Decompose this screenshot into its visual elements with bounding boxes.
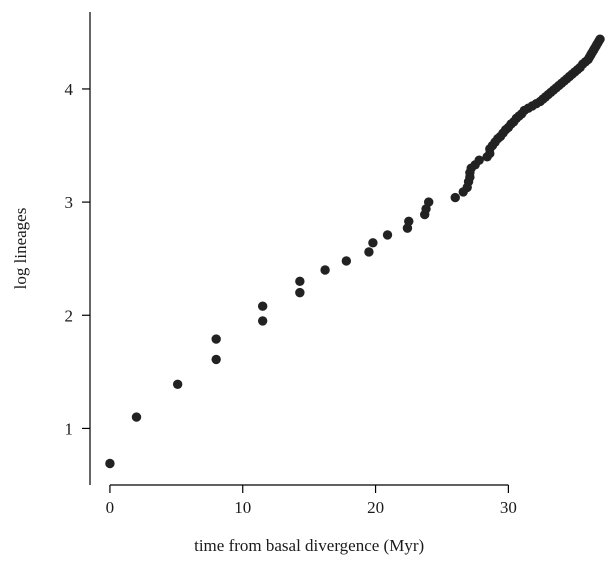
data-point — [423, 197, 434, 207]
data-point — [595, 34, 605, 44]
data-point — [172, 379, 183, 389]
y-tick-label: 1 — [65, 419, 74, 438]
data-point — [211, 334, 221, 344]
axes: 0 10 20 30 1 2 3 4 — [65, 12, 517, 517]
data-point — [341, 256, 352, 266]
data-point — [404, 216, 414, 227]
x-tick-label: 20 — [367, 498, 384, 517]
x-ticks: 0 10 20 30 — [106, 485, 517, 517]
x-axis-title: time from basal divergence (Myr) — [194, 536, 424, 555]
data-point — [131, 412, 142, 422]
data-point — [368, 238, 378, 248]
data-point — [105, 458, 115, 469]
data-point — [295, 287, 305, 298]
data-point — [474, 155, 484, 165]
x-tick-label: 30 — [500, 498, 517, 517]
data-point — [257, 301, 268, 311]
data-point — [364, 247, 374, 257]
x-tick-label: 10 — [234, 498, 251, 517]
data-point — [450, 192, 460, 203]
data-points — [105, 34, 605, 469]
data-point — [320, 265, 330, 275]
data-point — [295, 276, 305, 287]
data-point — [382, 230, 393, 240]
y-ticks: 1 2 3 4 — [65, 80, 90, 438]
y-tick-label: 3 — [65, 193, 74, 212]
x-tick-label: 0 — [106, 498, 115, 517]
y-tick-label: 4 — [65, 80, 74, 99]
data-point — [257, 316, 268, 326]
y-tick-label: 2 — [65, 306, 74, 325]
data-point — [211, 354, 221, 365]
y-axis-title: log lineages — [11, 208, 30, 290]
